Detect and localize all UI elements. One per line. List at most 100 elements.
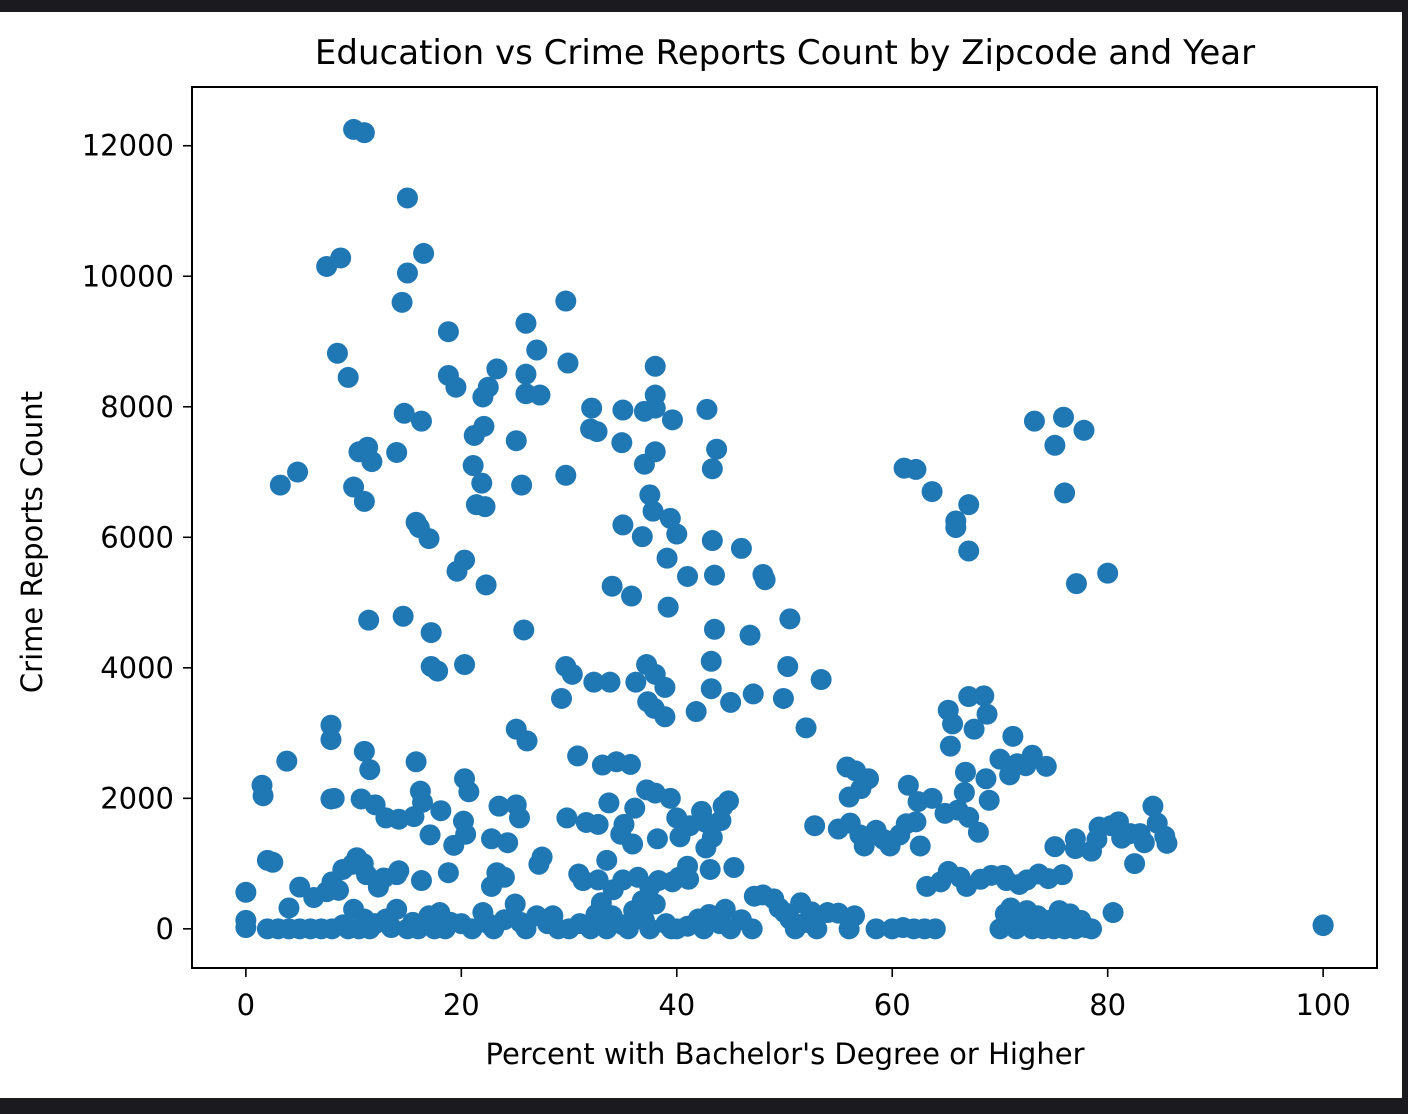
y-tick-label: 8000	[100, 390, 174, 424]
scatter-point	[642, 500, 664, 522]
scatter-point	[666, 523, 688, 545]
scatter-point	[437, 321, 459, 343]
scatter-point	[800, 901, 822, 923]
scatter-point	[557, 352, 579, 374]
scatter-point	[497, 832, 519, 854]
scatter-point	[596, 849, 618, 871]
scatter-point	[1124, 853, 1146, 875]
scatter-point	[654, 706, 676, 728]
scatter-point	[631, 526, 653, 548]
scatter-point	[567, 745, 589, 767]
scatter-point	[700, 650, 722, 672]
scatter-point	[730, 537, 752, 559]
scatter-point	[712, 795, 734, 817]
scatter-point	[419, 824, 441, 846]
scatter-point	[1044, 434, 1066, 456]
scatter-point	[1044, 836, 1066, 858]
scatter-point	[235, 917, 257, 939]
y-tick-label: 0	[156, 912, 174, 946]
scatter-point	[446, 560, 468, 582]
plot-area-frame	[191, 86, 1378, 969]
scatter-point	[353, 122, 375, 144]
scatter-point	[958, 494, 980, 516]
scatter-point	[685, 701, 707, 723]
scatter-point	[391, 291, 413, 313]
scatter-point	[235, 881, 257, 903]
scatter-point	[551, 687, 573, 709]
scatter-point	[795, 717, 817, 739]
scatter-point	[437, 862, 459, 884]
scatter-point	[975, 768, 997, 790]
scatter-point	[659, 787, 681, 809]
scatter-point	[777, 656, 799, 678]
scatter-point	[508, 807, 530, 829]
scatter-point	[361, 451, 383, 473]
scatter-point	[1035, 755, 1057, 777]
scatter-point	[1065, 573, 1087, 595]
scatter-point	[420, 622, 442, 644]
scatter-point	[587, 869, 609, 891]
scatter-point	[392, 605, 414, 627]
scatter-point	[639, 918, 661, 940]
chart-figure: Education vs Crime Reports Count by Zipc…	[0, 12, 1402, 1098]
scatter-point	[572, 870, 594, 892]
x-tick-label: 0	[237, 988, 255, 1022]
chart-title: Education vs Crime Reports Count by Zipc…	[315, 33, 1255, 73]
scatter-point	[741, 918, 763, 940]
scatter-point	[701, 458, 723, 480]
scatter-point	[430, 800, 452, 822]
x-tick-label: 60	[874, 988, 911, 1022]
scatter-point	[677, 565, 699, 587]
scatter-point	[963, 718, 985, 740]
scatter-point	[779, 608, 801, 630]
scatter-point	[388, 860, 410, 882]
scatter-point	[386, 441, 408, 463]
scatter-point	[343, 476, 365, 498]
x-tick-label: 100	[1295, 988, 1350, 1022]
scatter-point	[586, 421, 608, 443]
scatter-point	[493, 866, 515, 888]
scatter-point	[454, 654, 476, 676]
scatter-point	[480, 828, 502, 850]
scatter-point	[418, 528, 440, 550]
scatter-point	[700, 678, 722, 700]
scatter-point	[644, 893, 666, 915]
scatter-point	[772, 687, 794, 709]
scatter-point	[405, 751, 427, 773]
scatter-point	[601, 575, 623, 597]
scatter-point	[505, 430, 527, 452]
scatter-point	[330, 247, 352, 269]
scatter-point	[921, 787, 943, 809]
scatter-point	[701, 530, 723, 552]
scatter-point	[720, 691, 742, 713]
scatter-point	[555, 290, 577, 312]
scatter-point	[1142, 795, 1164, 817]
scatter-point	[287, 461, 309, 483]
scatter-point	[924, 918, 946, 940]
scatter-point	[486, 358, 508, 380]
scatter-point	[978, 789, 1000, 811]
x-tick-label: 40	[658, 988, 695, 1022]
scatter-point	[958, 806, 980, 828]
scatter-point	[475, 574, 497, 596]
scatter-point	[897, 774, 919, 796]
scatter-point	[488, 795, 510, 817]
scatter-point	[695, 837, 717, 859]
scatter-point	[1312, 914, 1334, 936]
scatter-plot: Education vs Crime Reports Count by Zipc…	[15, 33, 1378, 1071]
scatter-point	[262, 851, 284, 873]
scatter-point	[1102, 902, 1124, 924]
scatter-point	[386, 898, 408, 920]
scatter-point	[617, 918, 639, 940]
scatter-point	[942, 713, 964, 735]
scatter-point	[1054, 482, 1076, 504]
scatter-point	[353, 490, 375, 512]
scatter-point	[410, 410, 432, 432]
scatter-point	[581, 397, 603, 419]
scatter-point	[278, 897, 300, 919]
scatter-point	[516, 730, 538, 752]
scatter-point	[853, 835, 875, 857]
scatter-point	[323, 787, 345, 809]
scatter-point	[612, 399, 634, 421]
scatter-point	[1073, 419, 1095, 441]
